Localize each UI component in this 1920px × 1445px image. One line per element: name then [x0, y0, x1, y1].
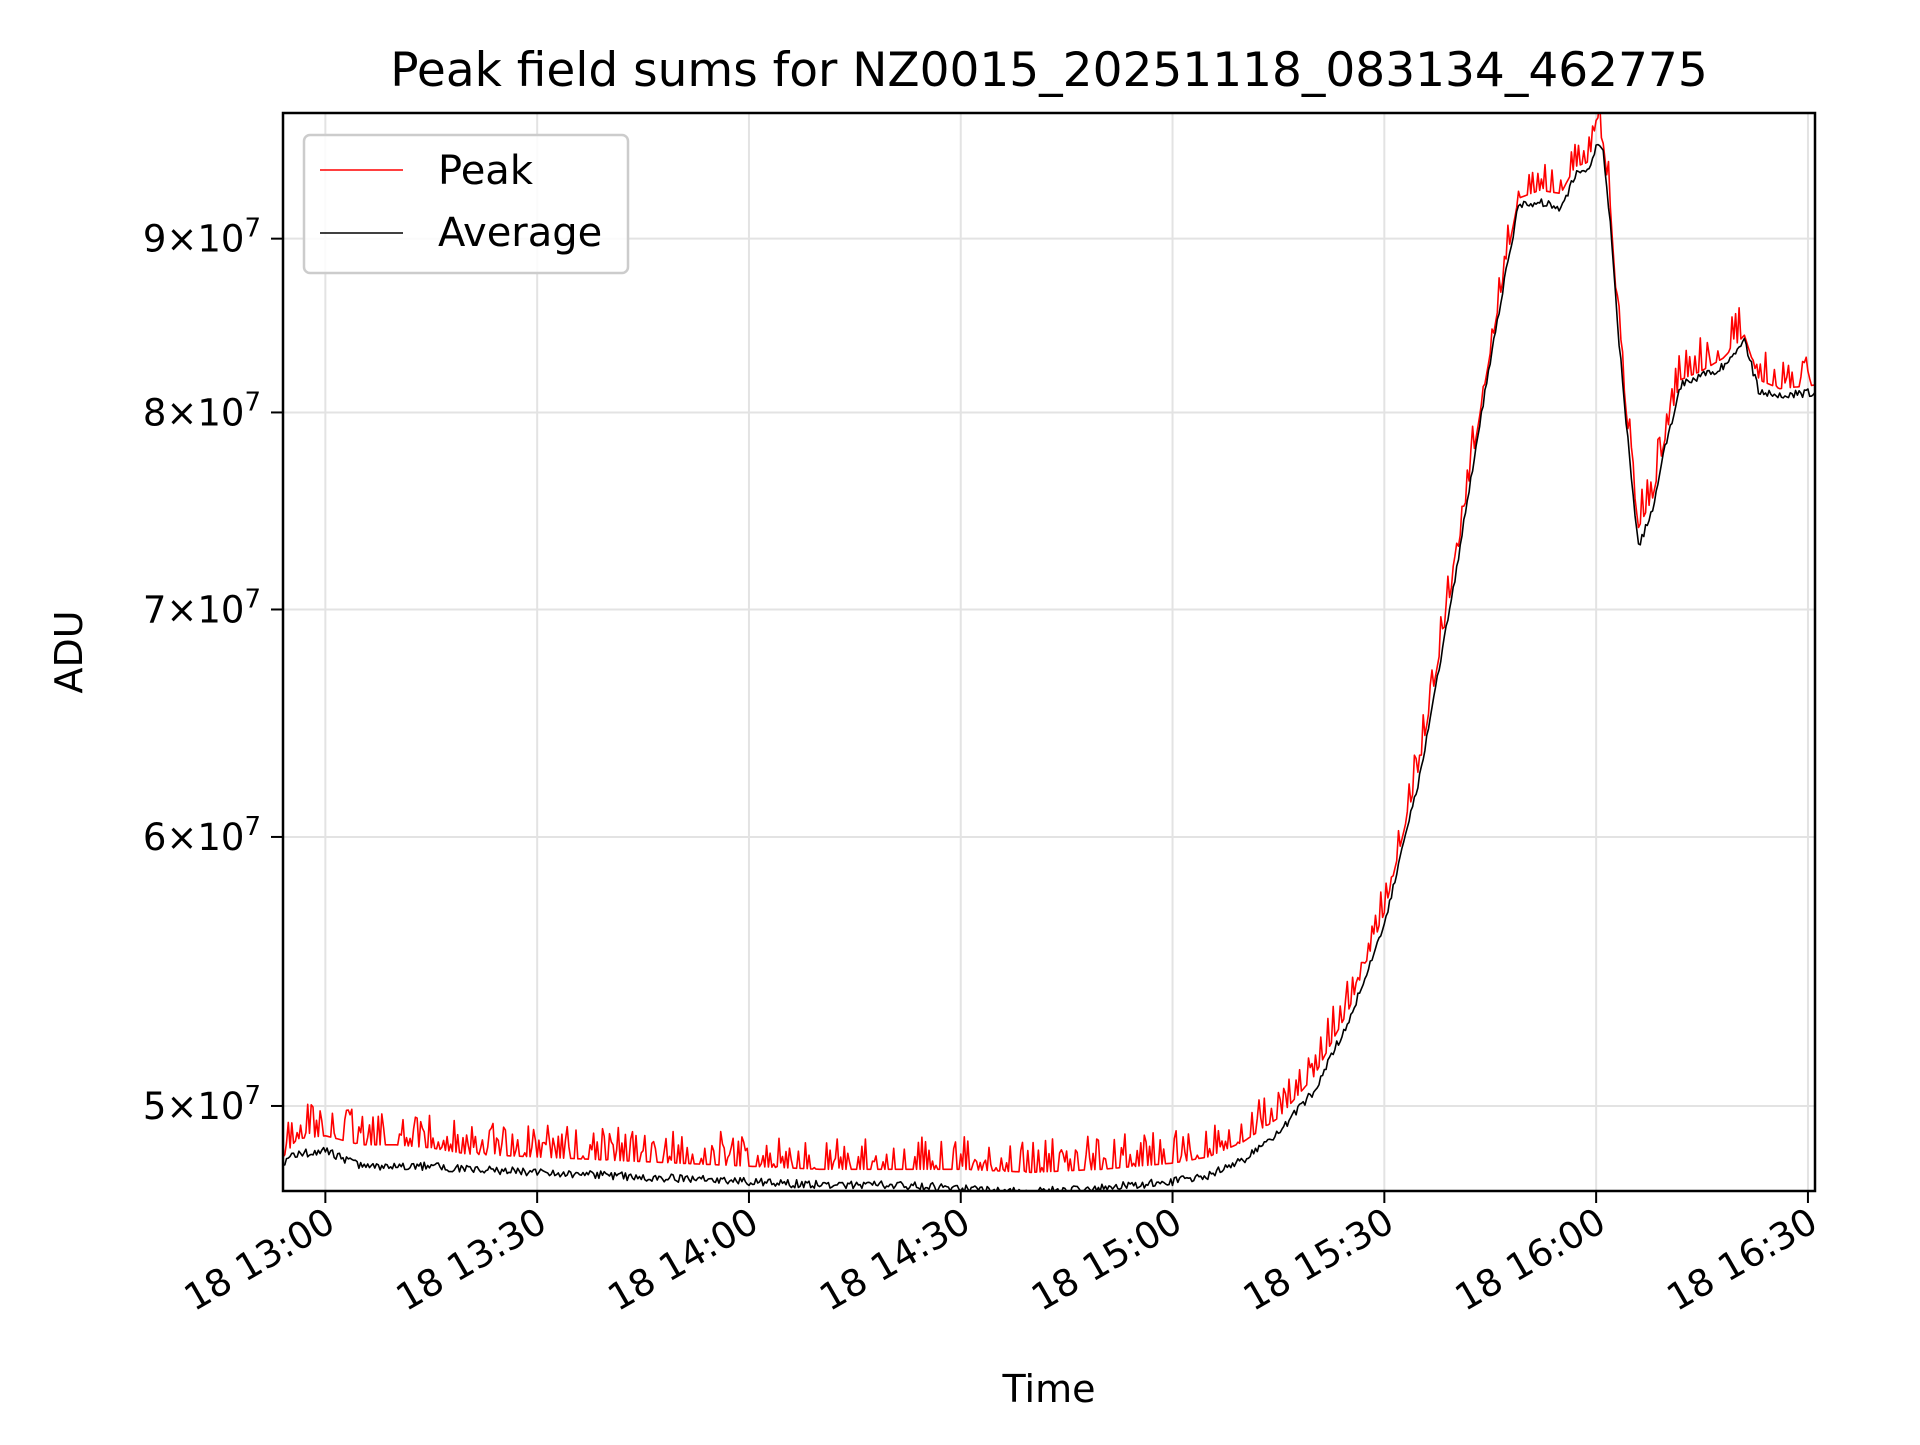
y-axis-label: ADU [47, 610, 91, 693]
y-tick-exponent: 7 [244, 387, 261, 417]
y-tick-label: 5×107 [143, 1081, 261, 1128]
chart-title: Peak field sums for NZ0015_20251118_0831… [390, 43, 1707, 98]
legend-label-peak: Peak [438, 148, 534, 194]
y-tick-mantissa: 5 [143, 1085, 167, 1128]
series-line-average [283, 143, 1815, 1191]
y-tick-label: 7×107 [143, 584, 261, 631]
y-tick-mantissa: 6 [143, 816, 167, 859]
plot-frame [281, 111, 1817, 1193]
y-tick-exponent: 7 [244, 1081, 261, 1111]
y-tick-exponent: 7 [244, 584, 261, 614]
y-tick-mantissa: 7 [143, 588, 167, 631]
legend-label-average: Average [438, 210, 602, 256]
y-tick-mantissa: 9 [143, 218, 167, 261]
grid-lines [283, 113, 1815, 1191]
y-tick-mantissa: 8 [143, 391, 167, 434]
y-tick-label: 6×107 [143, 812, 261, 859]
legend: Peak Average [302, 133, 630, 275]
y-tick-label: 8×107 [143, 387, 261, 434]
y-tick-exponent: 7 [244, 812, 261, 842]
y-tick-label: 9×107 [143, 214, 261, 261]
x-axis-label: Time [1002, 1367, 1096, 1411]
y-tick-exponent: 7 [244, 214, 261, 244]
y-axis-ticks: 5×107 6×107 7×107 8×107 9×107 [143, 214, 283, 1128]
series-layer [283, 113, 1815, 1191]
series-line-peak [283, 113, 1815, 1174]
